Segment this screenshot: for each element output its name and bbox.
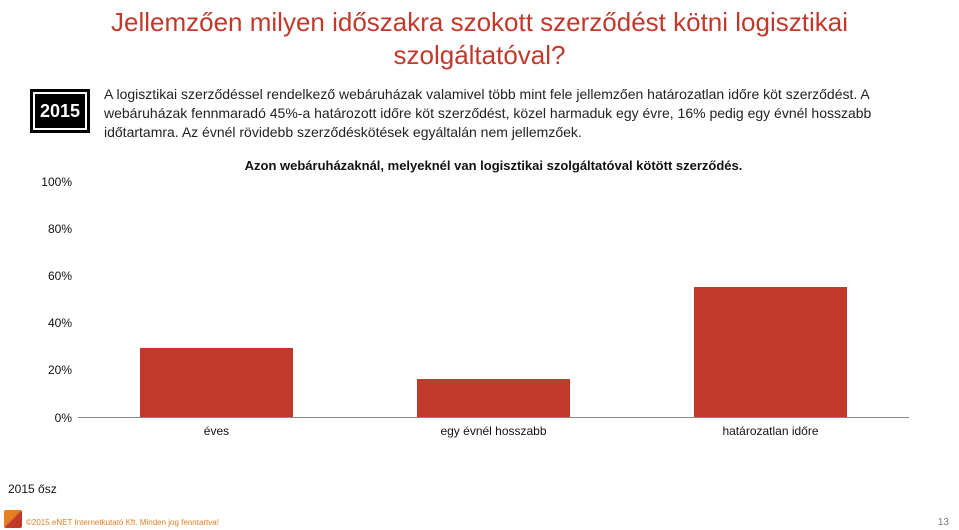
x-tick-label: éves [204, 418, 229, 438]
x-tick-label: egy évnél hosszabb [440, 418, 546, 438]
chart-legend-footer: 2015 ősz [8, 482, 57, 496]
y-tick-label: 60% [38, 269, 72, 283]
bar-chart: Azon webáruházaknál, melyeknél van logis… [78, 160, 909, 440]
bar [417, 379, 569, 417]
chart-title: Azon webáruházaknál, melyeknél van logis… [78, 158, 909, 173]
bar [140, 348, 292, 416]
page-number: 13 [938, 517, 949, 528]
y-tick-label: 100% [38, 175, 72, 189]
bar [694, 287, 846, 417]
footer-logo-icon [4, 510, 22, 528]
page-title: Jellemzően milyen időszakra szokott szer… [60, 0, 899, 71]
y-tick-label: 0% [38, 411, 72, 425]
footer: ©2015 eNET Internetkutató Kft. Minden jo… [0, 512, 959, 530]
year-badge: 2015 [30, 89, 90, 133]
y-tick-label: 80% [38, 222, 72, 236]
y-tick-label: 40% [38, 316, 72, 330]
footer-copyright: ©2015 eNET Internetkutató Kft. Minden jo… [26, 518, 219, 527]
year-badge-text: 2015 [40, 101, 80, 122]
y-tick-label: 20% [38, 363, 72, 377]
description-text: A logisztikai szerződéssel rendelkező we… [104, 85, 929, 142]
chart-plot-area: 0%20%40%60%80%100%évesegy évnél hosszabb… [78, 182, 909, 418]
x-tick-label: határozatlan időre [722, 418, 818, 438]
summary-row: 2015 A logisztikai szerződéssel rendelke… [30, 85, 929, 142]
